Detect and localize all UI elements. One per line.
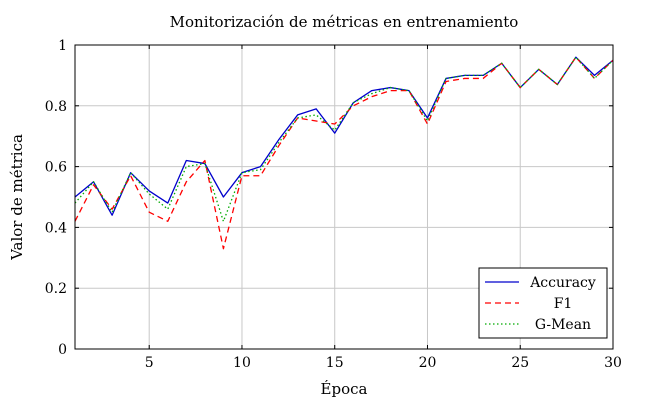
x-tick-label: 5 (145, 355, 154, 371)
x-tick-label: 20 (419, 355, 437, 371)
y-axis-title: Valor de métrica (8, 134, 26, 261)
x-tick-label: 10 (233, 355, 251, 371)
legend-label: Accuracy (529, 275, 596, 291)
legend: Accuracy F1 G-Mean (478, 267, 608, 339)
y-tick-label: 0.2 (45, 281, 67, 297)
series-lines (74, 56, 614, 250)
x-axis-title: Época (321, 380, 368, 398)
y-tick-label: 0 (58, 342, 67, 358)
series-line-g-mean (74, 56, 614, 222)
legend-label: G-Mean (535, 317, 591, 333)
y-tick-label: 1 (58, 38, 67, 54)
series-line-f1 (74, 56, 614, 250)
y-tick-label: 0.8 (45, 99, 67, 115)
x-tick-label: 30 (604, 355, 622, 371)
x-tick-label: 15 (326, 355, 344, 371)
x-tick-label: 25 (511, 355, 529, 371)
axis-ticks: 5 10 15 20 25 30 0 0.2 0.4 0.6 0.8 1 (45, 38, 622, 371)
chart-title: Monitorización de métricas en entrenamie… (170, 13, 519, 31)
series-line-accuracy (74, 56, 614, 216)
legend-label: F1 (554, 296, 573, 312)
plot-frame (74, 44, 614, 350)
y-tick-label: 0.6 (45, 160, 67, 176)
y-tick-label: 0.4 (45, 220, 67, 236)
